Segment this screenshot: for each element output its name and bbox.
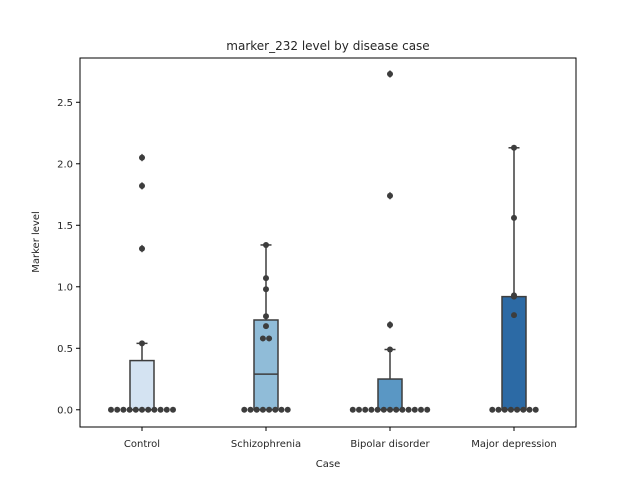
- x-tick-label: Bipolar disorder: [350, 439, 430, 450]
- data-point: [263, 275, 269, 282]
- data-point: [511, 292, 517, 299]
- y-tick-label: 1.0: [57, 282, 73, 293]
- data-point: [108, 406, 114, 413]
- data-point: [501, 406, 508, 413]
- box-group: [253, 244, 279, 411]
- data-point: [263, 323, 269, 330]
- data-point: [163, 406, 170, 413]
- data-point: [489, 406, 496, 413]
- data-point: [362, 406, 369, 413]
- data-point: [387, 192, 393, 199]
- data-point: [495, 406, 502, 413]
- data-point: [380, 406, 387, 413]
- data-point: [139, 182, 145, 189]
- data-point: [114, 406, 121, 413]
- data-point: [139, 340, 145, 347]
- box-iqr: [377, 378, 403, 411]
- data-point: [120, 406, 127, 413]
- data-point: [520, 406, 527, 413]
- data-point: [387, 346, 393, 353]
- box-iqr: [129, 359, 155, 411]
- data-point: [263, 286, 269, 293]
- data-point: [259, 335, 266, 342]
- data-point: [284, 406, 291, 413]
- chart-title: marker_232 level by disease case: [226, 39, 429, 53]
- data-point: [418, 406, 424, 413]
- plot-area: [108, 69, 539, 413]
- data-point: [405, 406, 412, 413]
- data-point: [139, 154, 145, 161]
- box-iqr: [253, 319, 279, 411]
- data-point: [263, 241, 269, 248]
- data-point: [241, 406, 248, 413]
- data-point: [157, 406, 164, 413]
- data-point: [253, 406, 260, 413]
- data-point: [507, 406, 514, 413]
- y-axis-title: Marker level: [31, 211, 42, 273]
- y-tick-label: 2.0: [57, 159, 73, 170]
- data-point: [266, 335, 273, 342]
- data-point: [514, 406, 521, 413]
- data-point: [349, 406, 356, 413]
- data-point: [126, 406, 133, 413]
- data-point: [532, 406, 539, 413]
- data-point: [132, 406, 139, 413]
- x-tick-label: Control: [124, 439, 160, 450]
- data-point: [526, 406, 533, 413]
- data-point: [247, 406, 254, 413]
- plot-frame: [79, 57, 577, 428]
- data-point: [511, 312, 517, 319]
- data-point: [170, 406, 176, 413]
- data-point: [259, 406, 266, 413]
- data-point: [387, 70, 393, 77]
- data-point: [411, 406, 418, 413]
- data-point: [424, 406, 431, 413]
- data-point: [387, 406, 393, 413]
- data-point: [356, 406, 362, 413]
- data-point: [145, 406, 152, 413]
- x-axis-title: Case: [316, 459, 340, 470]
- data-point: [263, 313, 269, 320]
- x-tick-label: Major depression: [471, 439, 557, 450]
- y-tick-label: 0.0: [57, 405, 73, 416]
- data-point: [139, 245, 145, 252]
- data-point: [511, 214, 517, 221]
- data-point: [278, 406, 285, 413]
- data-point: [139, 406, 145, 413]
- y-tick-label: 1.5: [57, 221, 73, 232]
- data-point: [399, 406, 406, 413]
- y-tick-label: 2.5: [57, 98, 73, 109]
- data-point: [374, 406, 381, 413]
- data-point: [387, 321, 393, 328]
- data-point: [151, 406, 158, 413]
- data-point: [393, 406, 400, 413]
- x-tick-label: Schizophrenia: [231, 439, 301, 450]
- data-point: [368, 406, 375, 413]
- data-point: [272, 406, 279, 413]
- data-point: [266, 406, 273, 413]
- data-point: [511, 144, 517, 151]
- y-tick-label: 0.5: [57, 344, 73, 355]
